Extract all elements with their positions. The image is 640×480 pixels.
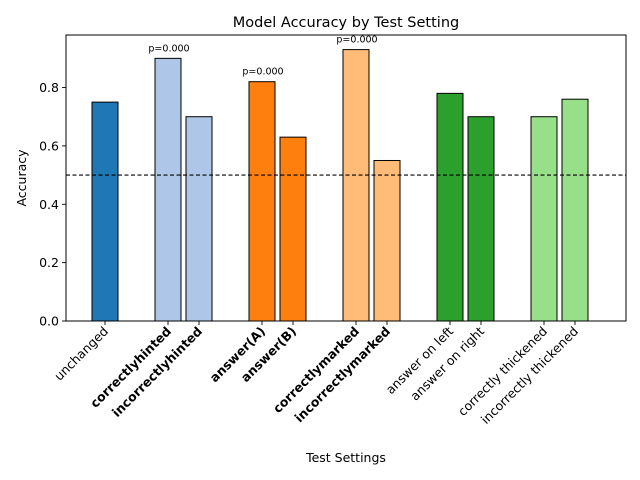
chart-title: Model Accuracy by Test Setting xyxy=(233,15,459,31)
y-tick-label: 0.8 xyxy=(39,80,59,95)
p-value-annotation: p=0.000 xyxy=(148,43,189,54)
y-tick-label: 0.2 xyxy=(39,255,59,270)
bar xyxy=(185,116,213,322)
bar xyxy=(436,92,464,322)
bar xyxy=(248,81,276,322)
y-tick-label: 0.6 xyxy=(39,138,59,153)
bar xyxy=(154,57,182,322)
bar xyxy=(530,116,558,322)
bar xyxy=(342,49,370,322)
bar xyxy=(467,116,495,322)
y-tick-label: 0.4 xyxy=(39,197,59,212)
bar xyxy=(373,159,401,322)
bar xyxy=(561,98,589,322)
p-value-annotation: p=0.000 xyxy=(242,67,283,78)
bar xyxy=(91,101,119,322)
x-axis-label: Test Settings xyxy=(305,450,386,465)
y-tick-label: 0.0 xyxy=(39,314,59,329)
x-tick-label: unchanged xyxy=(51,324,111,384)
plot-area: 0.00.20.40.60.8unchangedcorrectlyhintedi… xyxy=(39,34,627,427)
plot-frame xyxy=(65,34,627,322)
p-value-annotation: p=0.000 xyxy=(336,35,377,46)
y-axis-label: Accuracy xyxy=(14,149,29,207)
bar xyxy=(279,136,307,322)
